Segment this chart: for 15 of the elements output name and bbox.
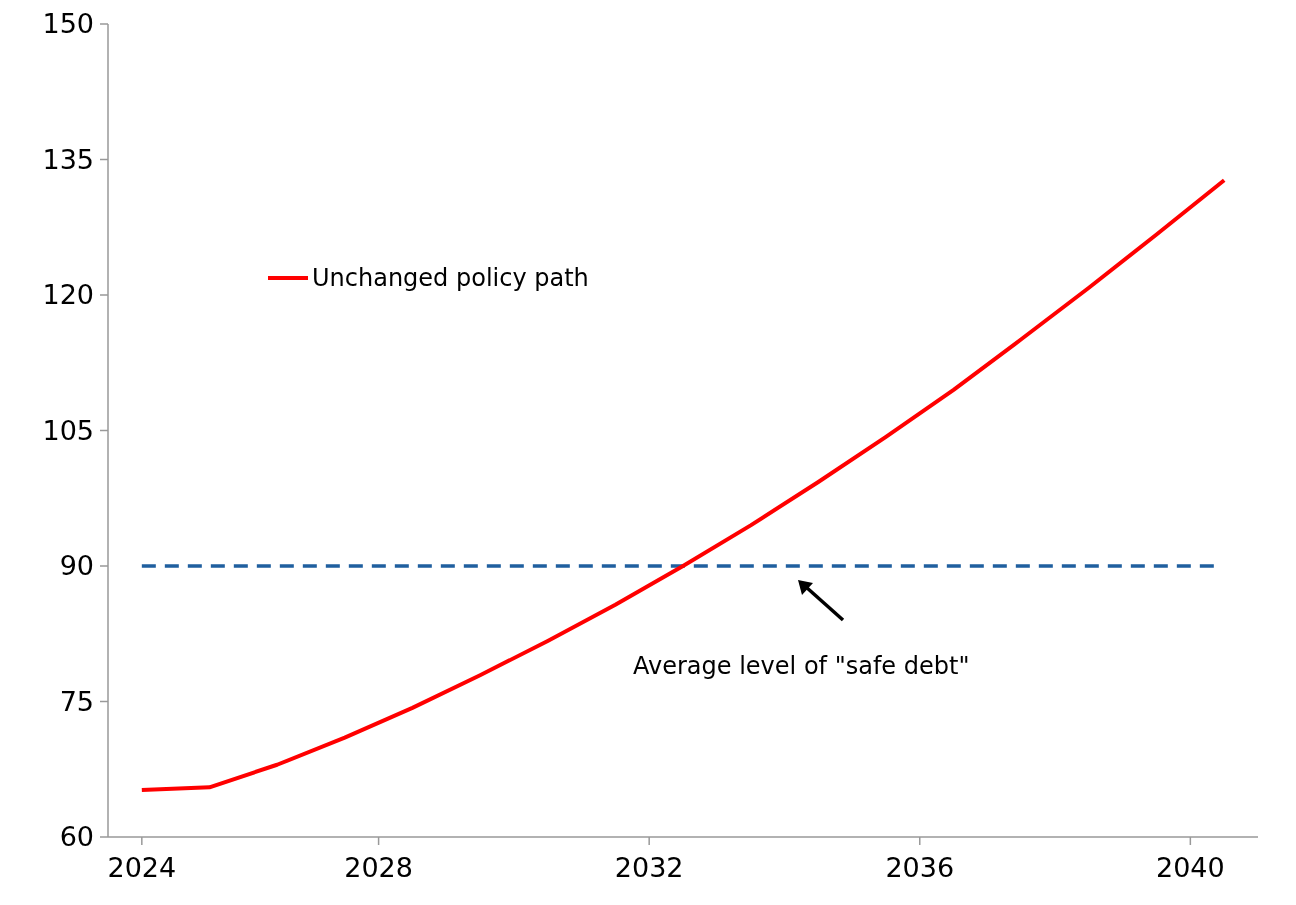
y-tick-label: 90	[59, 550, 94, 582]
y-tick-label: 60	[59, 821, 94, 853]
y-tick-label: 120	[42, 279, 94, 311]
line-series	[139, 178, 1227, 793]
x-tick-label: 2028	[344, 852, 413, 883]
y-tick-label: 150	[42, 8, 94, 40]
x-tick-label: 2032	[614, 852, 684, 883]
y-tick-label: 135	[42, 143, 94, 175]
x-tick-label: 2040	[1155, 852, 1225, 883]
legend-label: Unchanged policy path	[312, 264, 589, 293]
annotation: Average level of "safe debt"	[633, 652, 970, 680]
x-tick-label: 2024	[107, 852, 177, 883]
y-tick-label: 105	[42, 414, 94, 446]
x-tick-label: 2036	[885, 852, 955, 883]
y-tick-label: 75	[59, 685, 94, 717]
